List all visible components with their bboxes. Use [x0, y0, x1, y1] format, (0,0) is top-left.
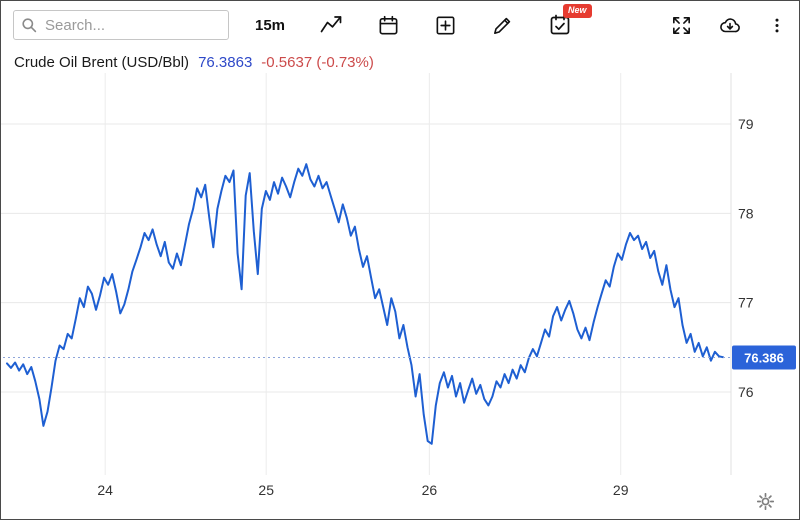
search-icon [22, 18, 37, 33]
y-axis-label: 77 [738, 295, 754, 311]
toolbar-right-group [670, 13, 787, 37]
search-input[interactable] [43, 15, 221, 35]
new-badge: New [563, 4, 592, 18]
trend-line-icon [320, 16, 342, 33]
calendar-icon [379, 15, 398, 34]
search-box[interactable] [13, 10, 229, 40]
fullscreen-button[interactable] [670, 14, 693, 37]
y-axis-label: 78 [738, 205, 754, 221]
cloud-download-icon [720, 18, 740, 33]
x-axis-label: 26 [422, 482, 438, 498]
fullscreen-expand-icon [673, 16, 690, 34]
more-options-dots-icon [775, 18, 779, 32]
settings-gear-icon [756, 492, 775, 511]
x-axis-label: 24 [97, 482, 113, 498]
y-axis-label: 76 [738, 384, 754, 400]
draw-pencil-icon [494, 17, 511, 34]
instrument-header: Crude Oil Brent (USD/Bbl) 76.3863 -0.563… [1, 49, 799, 71]
more-options-button[interactable] [767, 14, 787, 37]
x-axis-label: 29 [613, 482, 629, 498]
price-change: -0.5637 (-0.73%) [261, 54, 374, 71]
chart-type-button[interactable] [319, 13, 343, 37]
x-axis-label: 25 [258, 482, 274, 498]
price-chart-svg[interactable]: 79 78 77 76 24 25 26 29 76.386 [1, 73, 799, 509]
add-chart-icon [436, 16, 455, 34]
download-button[interactable] [717, 13, 743, 37]
compare-add-button[interactable] [434, 14, 457, 37]
last-price: 76.3863 [198, 54, 253, 71]
price-line-series [6, 163, 724, 445]
settings-gear-button[interactable] [756, 492, 775, 513]
instrument-name: Crude Oil Brent (USD/Bbl) [14, 54, 190, 71]
date-range-button[interactable] [377, 14, 400, 37]
y-axis-label: 79 [738, 116, 754, 132]
events-button[interactable]: New [548, 4, 592, 37]
current-price-badge-text: 76.386 [744, 351, 784, 366]
draw-button[interactable] [491, 14, 514, 37]
interval-button[interactable]: 15m [255, 16, 286, 34]
current-price-badge [732, 345, 796, 370]
toolbar: 15m [1, 1, 799, 49]
